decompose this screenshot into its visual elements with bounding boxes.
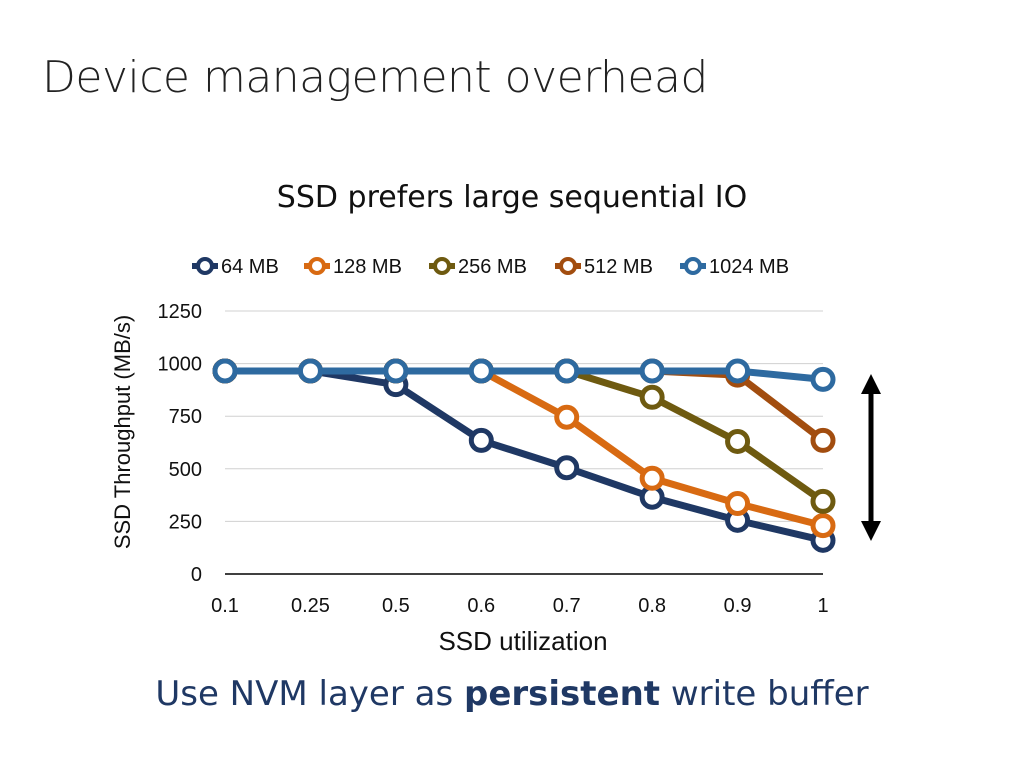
caption-text-1: Use NVM layer as	[155, 674, 464, 714]
legend-label: 64 MB	[221, 256, 279, 278]
legend-label: 512 MB	[584, 256, 653, 278]
data-point	[725, 491, 751, 517]
legend-item: 1024 MB	[680, 256, 789, 278]
chart-title: SSD prefers large sequential IO	[277, 180, 747, 215]
series-64-mb	[212, 358, 836, 553]
data-point	[639, 358, 665, 384]
y-tick-label: 250	[169, 511, 202, 533]
x-tick-label: 0.1	[211, 595, 239, 617]
x-axis-label: SSD utilization	[438, 626, 607, 656]
caption-emphasis: persistent	[463, 674, 661, 714]
legend-item: 128 MB	[304, 256, 402, 278]
data-point	[810, 513, 836, 539]
legend-item: 256 MB	[429, 256, 527, 278]
data-point	[383, 358, 409, 384]
data-point	[468, 427, 494, 453]
x-tick-label: 1	[817, 595, 828, 617]
legend-item: 64 MB	[192, 256, 279, 278]
series-line	[225, 367, 824, 383]
data-point	[468, 358, 494, 384]
caption: Use NVM layer as persistent write buffer	[0, 674, 1024, 714]
legend: 64 MB 128 MB 256 MB 512 MB 1024 MB	[192, 256, 789, 278]
x-tick-label: 0.7	[553, 595, 581, 617]
y-tick-label: 1250	[158, 301, 203, 323]
data-point	[297, 358, 323, 384]
y-tick-label: 1000	[158, 354, 203, 376]
data-point	[810, 366, 836, 392]
legend-label: 1024 MB	[709, 256, 789, 278]
slide-title: Device management overhead	[42, 52, 708, 103]
series-group	[212, 358, 836, 553]
x-tick-label: 0.6	[467, 595, 495, 617]
legend-swatch-marker	[433, 257, 451, 275]
arrow-head-up	[861, 374, 881, 394]
data-point	[554, 358, 580, 384]
legend-swatch-marker	[196, 257, 214, 275]
x-tick-label: 0.9	[724, 595, 752, 617]
x-tick-label: 0.25	[291, 595, 330, 617]
gridlines	[225, 310, 823, 575]
data-point	[554, 404, 580, 430]
legend-label: 128 MB	[333, 256, 402, 278]
legend-label: 256 MB	[458, 256, 527, 278]
y-tick-label: 0	[191, 564, 202, 586]
data-point	[725, 358, 751, 384]
data-point	[725, 428, 751, 454]
legend-swatch-marker	[308, 257, 326, 275]
double-arrow-annotation	[861, 374, 881, 541]
x-axis: 0.1 0.25 0.5 0.6 0.7 0.8 0.9 1	[211, 595, 828, 617]
y-axis-label: SSD Throughput (MB/s)	[110, 315, 135, 549]
y-axis: 0 250 500 750 1000 1250	[158, 301, 203, 586]
caption-text-2: write buffer	[660, 674, 869, 714]
arrow-head-down	[861, 521, 881, 541]
data-point	[810, 427, 836, 453]
legend-swatch-marker	[559, 257, 577, 275]
data-point	[639, 465, 665, 491]
x-tick-label: 0.5	[382, 595, 410, 617]
legend-item: 512 MB	[555, 256, 653, 278]
data-point	[554, 455, 580, 481]
x-tick-label: 0.8	[638, 595, 666, 617]
data-point	[810, 488, 836, 514]
data-point	[212, 358, 238, 384]
legend-swatch-marker	[684, 257, 702, 275]
y-tick-label: 750	[169, 406, 202, 428]
data-point	[639, 384, 665, 410]
series-1024-mb	[212, 358, 836, 392]
y-tick-label: 500	[169, 459, 202, 481]
